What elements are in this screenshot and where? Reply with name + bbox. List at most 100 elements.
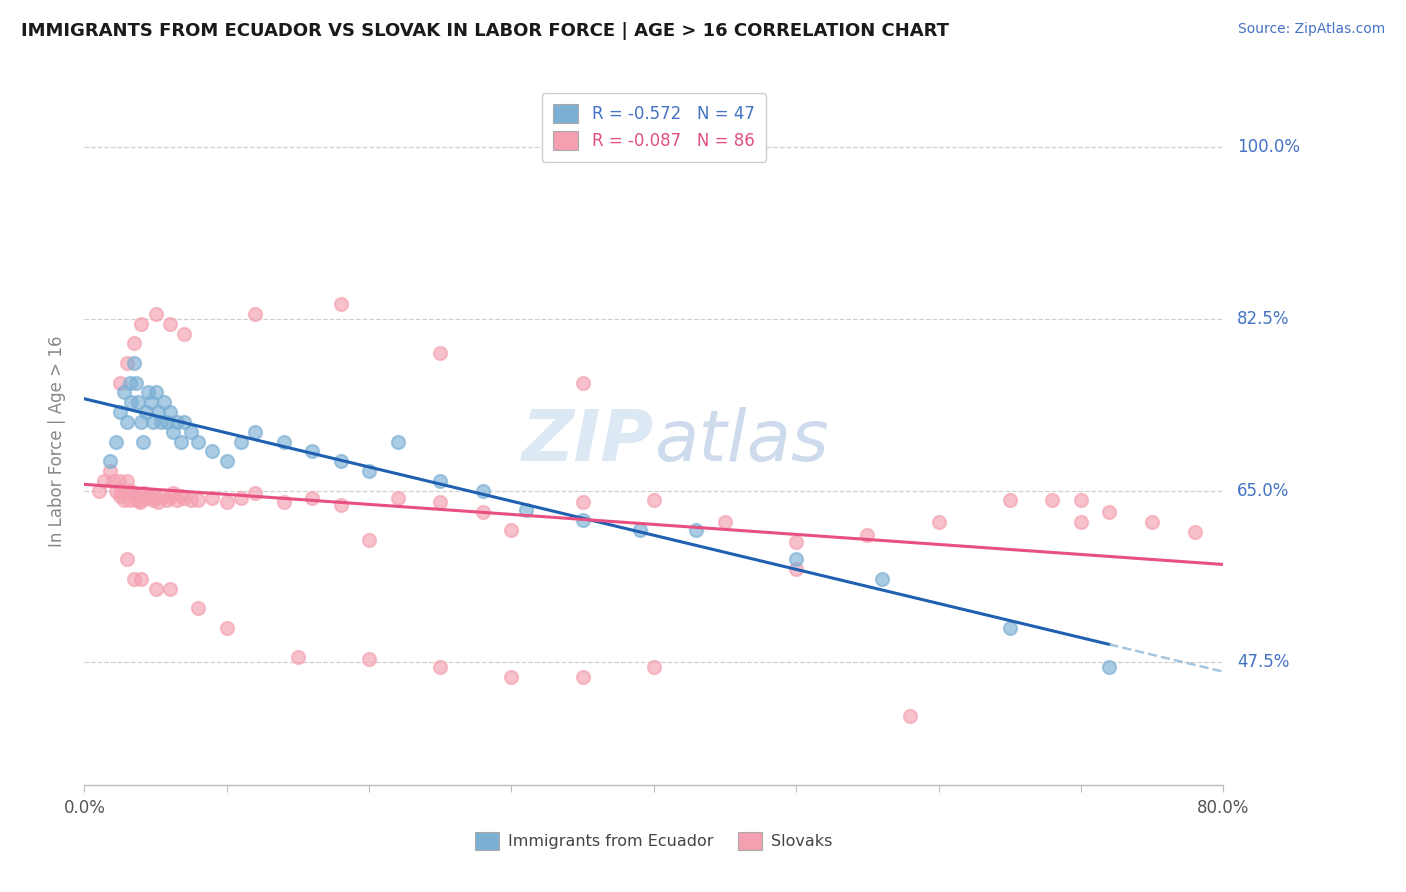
Point (141, 395, 163, 409)
Point (127, 489, 149, 503)
Text: 47.5%: 47.5% (1237, 653, 1289, 672)
Point (124, 493, 146, 508)
Point (571, 670, 593, 684)
Point (115, 415, 138, 429)
Text: IMMIGRANTS FROM ECUADOR VS SLOVAK IN LABOR FORCE | AGE > 16 CORRELATION CHART: IMMIGRANTS FROM ECUADOR VS SLOVAK IN LAB… (21, 22, 949, 40)
Point (145, 582, 167, 596)
Point (201, 444, 224, 458)
Point (131, 317, 153, 331)
Point (273, 434, 295, 449)
Point (159, 405, 181, 419)
Point (180, 493, 202, 508)
Point (173, 415, 195, 429)
Point (472, 483, 495, 498)
Point (120, 483, 142, 498)
Point (122, 572, 145, 586)
Point (685, 523, 707, 537)
Point (785, 534, 807, 549)
Point (785, 562, 807, 576)
Point (856, 528, 879, 542)
Point (156, 415, 179, 429)
Point (145, 385, 167, 400)
Point (128, 495, 150, 509)
Point (714, 515, 737, 529)
Point (98, 464, 121, 478)
Point (387, 434, 409, 449)
Point (1140, 515, 1163, 529)
Point (429, 495, 451, 509)
Point (785, 552, 807, 566)
Point (329, 297, 352, 311)
Point (115, 356, 138, 370)
Point (98, 454, 121, 468)
Point (156, 493, 179, 508)
Point (118, 493, 141, 508)
Point (145, 491, 167, 506)
Point (162, 425, 184, 439)
Point (131, 572, 153, 586)
Point (1184, 524, 1206, 539)
Point (472, 505, 495, 519)
Text: 100.0%: 100.0% (1237, 138, 1301, 156)
Point (1070, 515, 1092, 529)
Point (122, 485, 145, 500)
Point (120, 395, 142, 409)
Point (142, 493, 165, 508)
Point (159, 491, 181, 505)
Point (152, 490, 174, 504)
Point (301, 444, 323, 458)
Point (166, 415, 188, 429)
Point (132, 434, 155, 449)
Point (1098, 505, 1121, 519)
Point (628, 523, 651, 537)
Point (180, 425, 202, 439)
Point (166, 493, 188, 508)
Point (127, 395, 149, 409)
Point (215, 621, 238, 635)
Point (159, 582, 181, 596)
Point (998, 621, 1021, 635)
Point (329, 498, 352, 512)
Point (245, 485, 267, 500)
Point (201, 491, 224, 506)
Point (118, 376, 141, 390)
Point (245, 307, 267, 321)
Point (117, 483, 139, 498)
Point (104, 483, 127, 498)
Point (245, 425, 267, 439)
Point (159, 317, 181, 331)
Point (429, 660, 451, 674)
Point (229, 491, 252, 506)
Point (170, 489, 193, 503)
Text: 82.5%: 82.5% (1237, 310, 1289, 328)
Point (215, 495, 238, 509)
Point (287, 650, 309, 665)
Point (515, 503, 537, 517)
Point (150, 415, 173, 429)
Point (898, 709, 921, 723)
Point (870, 572, 893, 586)
Point (187, 601, 209, 615)
Point (387, 491, 409, 506)
Point (928, 515, 950, 529)
Point (148, 495, 170, 509)
Point (153, 395, 176, 409)
Point (148, 405, 170, 419)
Point (501, 523, 523, 537)
Point (301, 491, 323, 506)
Point (215, 454, 238, 468)
Legend: Immigrants from Ecuador, Slovaks: Immigrants from Ecuador, Slovaks (468, 826, 839, 856)
Point (139, 489, 162, 503)
Point (104, 434, 127, 449)
Point (107, 474, 129, 488)
Point (115, 552, 138, 566)
Point (273, 495, 295, 509)
Point (359, 652, 381, 666)
Text: atlas: atlas (654, 407, 828, 476)
Point (187, 434, 209, 449)
Point (359, 533, 381, 547)
Point (138, 385, 160, 400)
Point (131, 415, 153, 429)
Point (87, 483, 110, 498)
Point (135, 405, 157, 419)
